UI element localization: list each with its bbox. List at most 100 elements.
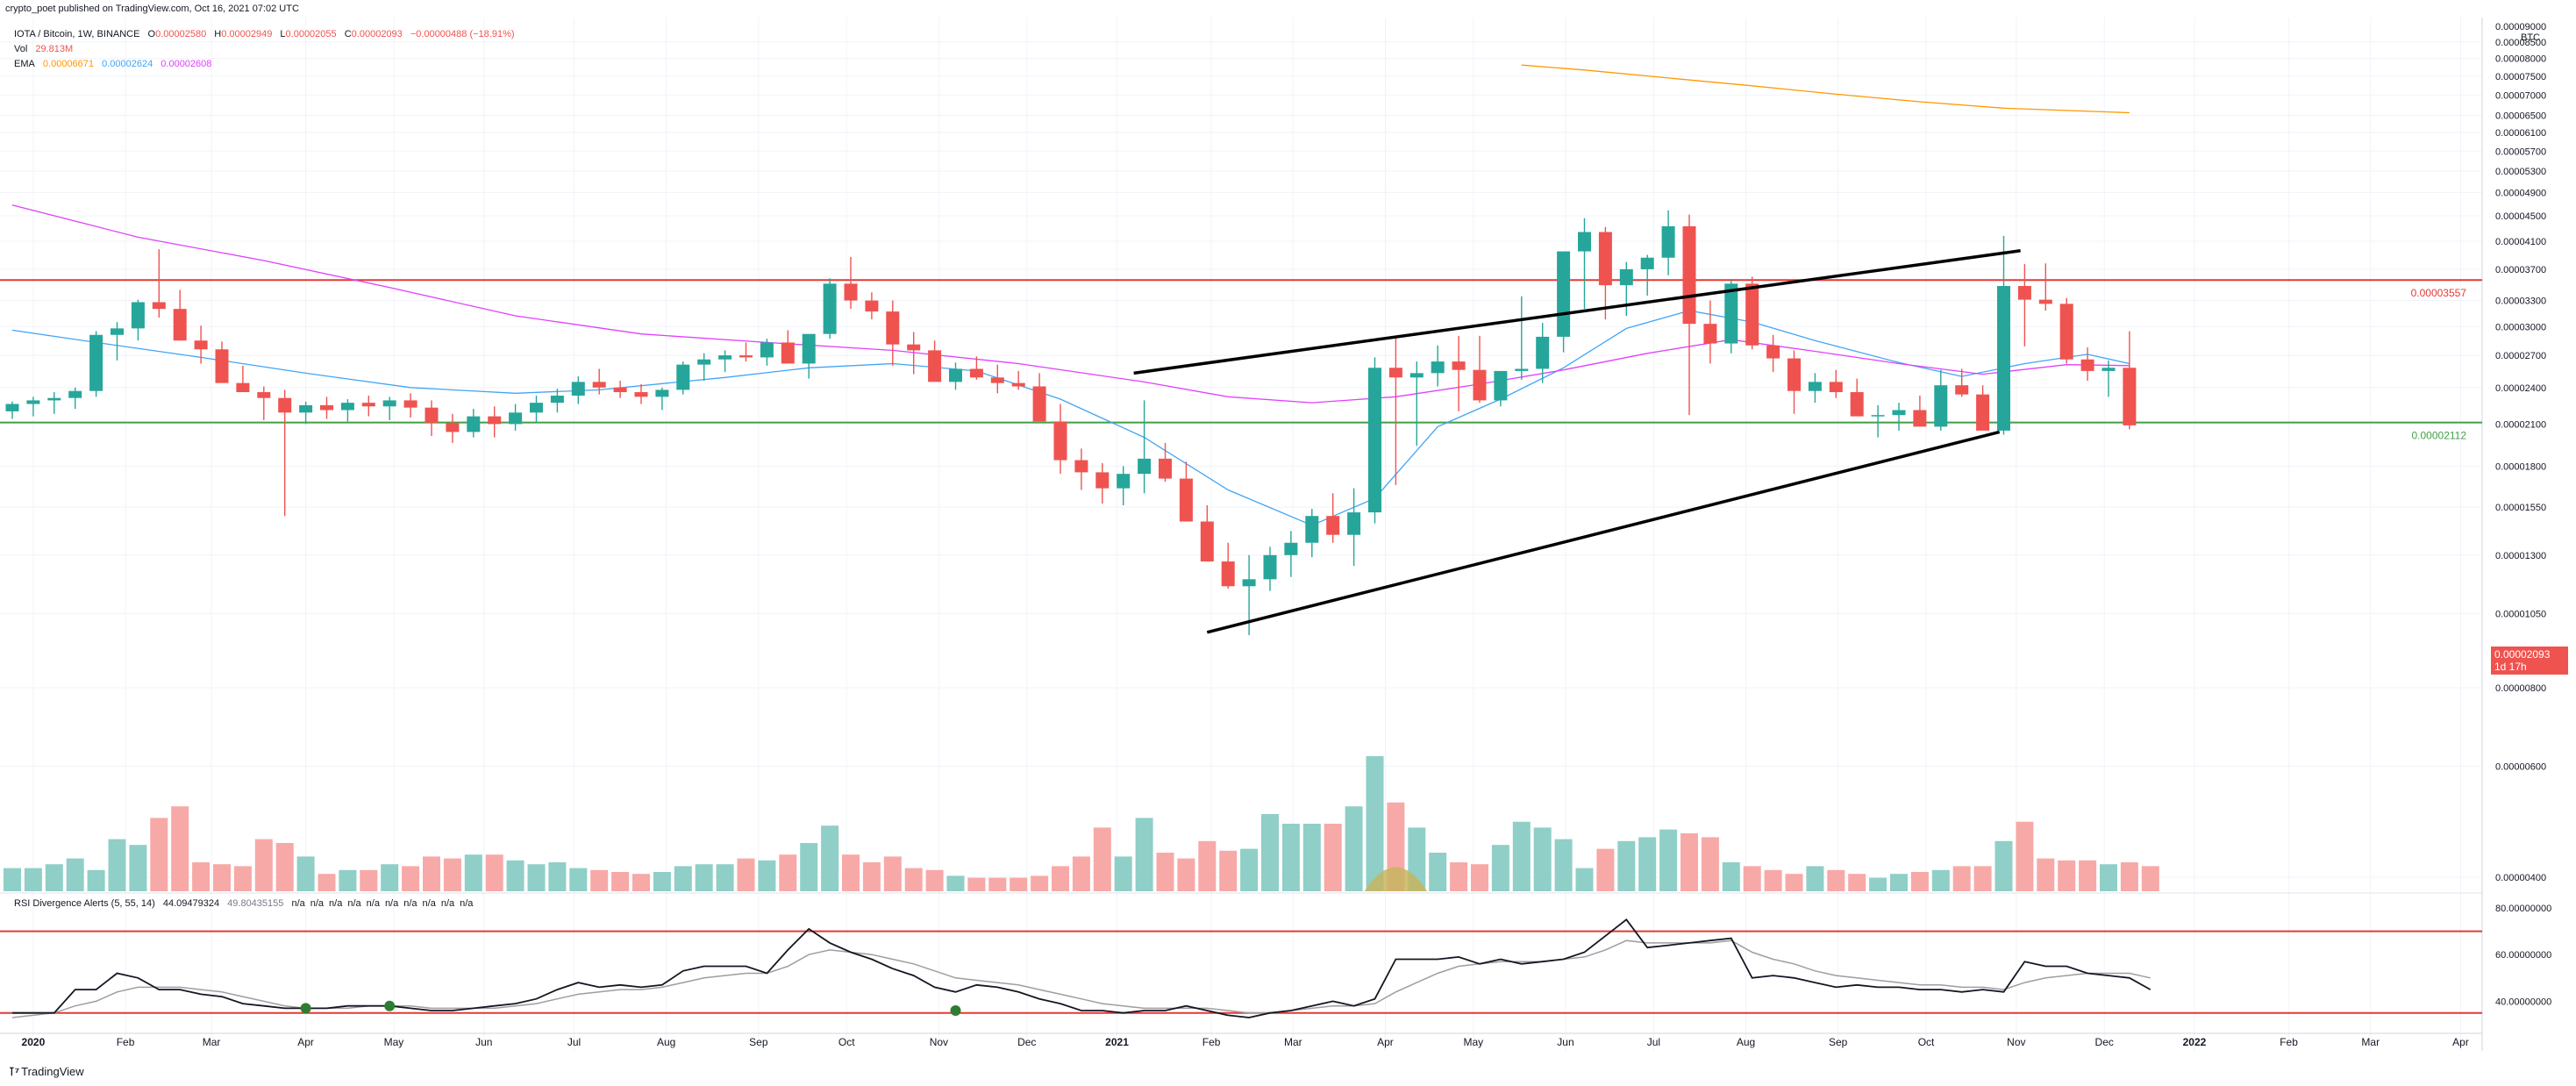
- price-tick-label: 0.00003700: [2495, 265, 2546, 275]
- price-tick-label: 0.00004900: [2495, 188, 2546, 198]
- low-value: 0.00002055: [285, 29, 337, 39]
- candle: [844, 256, 858, 310]
- candle-body: [550, 396, 564, 404]
- candle: [1955, 368, 1969, 397]
- horizontal-levels[interactable]: 0.00003557 0.00002112: [0, 279, 2482, 442]
- trendlines[interactable]: [1133, 249, 2021, 634]
- candle-body: [1997, 286, 2010, 431]
- candle: [1976, 385, 1990, 431]
- time-tick-label: 2022: [2183, 1036, 2207, 1048]
- candle-body: [1745, 283, 1759, 346]
- candle-body: [131, 302, 145, 329]
- candle: [530, 396, 543, 423]
- volume-bar: [1785, 874, 1803, 891]
- countdown-label: 1d 17h: [2494, 661, 2527, 673]
- candle: [1703, 300, 1717, 364]
- candle: [1347, 488, 1361, 567]
- candle: [1829, 369, 1843, 398]
- price-tick-label: 0.00006500: [2495, 111, 2546, 121]
- candle: [1074, 448, 1088, 490]
- volume-bar: [653, 872, 671, 891]
- candle-body: [111, 328, 124, 335]
- volume-bar: [2100, 864, 2117, 891]
- volume-legend[interactable]: Vol 29.813M: [14, 44, 74, 54]
- time-tick-label: Oct: [1918, 1036, 1935, 1048]
- volume-bar: [1450, 862, 1468, 891]
- candle-body: [2017, 286, 2031, 300]
- ema-legend[interactable]: EMA 0.00006671 0.00002624 0.00002608: [14, 59, 212, 69]
- candle: [1850, 378, 1864, 417]
- tradingview-logo[interactable]: ⊺⁷ TradingView: [9, 1065, 84, 1078]
- candle-body: [655, 389, 669, 397]
- volume-bar: [66, 858, 84, 891]
- current-price-tag[interactable]: 0.00002093 1d 17h: [2491, 647, 2568, 675]
- volume-bar: [862, 862, 881, 891]
- time-tick-label: Sep: [749, 1036, 768, 1048]
- candle-body: [2101, 368, 2116, 371]
- candle: [299, 401, 313, 425]
- time-tick-label: Apr: [1377, 1036, 1394, 1048]
- candle-body: [1703, 324, 1717, 344]
- tv-logo-icon: ⊺⁷: [9, 1065, 20, 1078]
- candle: [1808, 373, 1822, 404]
- volume-bar: [254, 839, 273, 891]
- volume-bar: [1764, 869, 1782, 891]
- volume-bar: [45, 864, 63, 891]
- time-tick-label: Jul: [1647, 1036, 1660, 1048]
- candle-body: [592, 382, 606, 388]
- volume-bar: [485, 854, 503, 891]
- candle-body: [1473, 369, 1487, 401]
- candle: [1159, 442, 1172, 482]
- candle: [446, 413, 460, 443]
- candle: [1515, 296, 1529, 380]
- candle: [1934, 369, 1948, 431]
- volume-bar: [2079, 860, 2097, 891]
- candle: [1578, 218, 1591, 310]
- candle-body: [1347, 512, 1361, 535]
- candle: [425, 400, 439, 437]
- candle-body: [320, 404, 333, 411]
- candle-body: [89, 334, 103, 391]
- volume-bar: [2016, 821, 2034, 891]
- rsi-pane: [0, 918, 2482, 1018]
- volume-bar: [275, 843, 294, 891]
- candle: [2059, 297, 2073, 364]
- candle-body: [5, 404, 19, 411]
- time-tick-label: Feb: [1202, 1036, 1221, 1048]
- candle: [718, 350, 732, 373]
- volume-bar: [24, 868, 42, 891]
- volume-bar: [904, 868, 923, 891]
- volume-bar: [1596, 848, 1615, 891]
- candle: [1032, 373, 1046, 422]
- candle: [1200, 504, 1214, 562]
- candle-body: [1074, 460, 1088, 473]
- rsi-legend[interactable]: RSI Divergence Alerts (5, 55, 14) 44.094…: [14, 898, 474, 909]
- ohlc-legend[interactable]: IOTA / Bitcoin, 1W, BINANCE O0.00002580 …: [14, 29, 515, 39]
- volume-bar: [590, 869, 609, 891]
- time-tick-label: Mar: [203, 1036, 221, 1048]
- time-tick-label: Aug: [657, 1036, 675, 1048]
- volume-bar: [339, 869, 357, 891]
- candle: [152, 249, 166, 318]
- price-tick-label: 0.00002400: [2495, 383, 2546, 394]
- candle: [739, 342, 753, 362]
- volume-bar: [1743, 866, 1761, 891]
- price-axis[interactable]: 0.00008500 0.00008000 0.00007500 0.00007000…: [2495, 22, 2551, 1007]
- volume-bar: [2037, 858, 2055, 891]
- candle-body: [68, 390, 82, 398]
- candle-body: [2038, 299, 2052, 304]
- candle-body: [1431, 361, 1445, 374]
- candle-body: [299, 404, 313, 413]
- price-tick-label: 0.00007000: [2495, 90, 2546, 101]
- candle: [1473, 335, 1487, 404]
- candle-body: [886, 311, 900, 345]
- candle: [1619, 261, 1633, 317]
- candle: [1284, 531, 1298, 577]
- candle-body: [446, 422, 460, 432]
- candle: [676, 361, 690, 395]
- candle-body: [26, 400, 40, 404]
- candle: [1494, 370, 1508, 407]
- price-tick-label: 0.00002700: [2495, 351, 2546, 361]
- time-axis[interactable]: 2020 Feb Mar Apr May Jun Jul Aug Sep Oct Nov Dec 202…: [22, 1036, 2469, 1048]
